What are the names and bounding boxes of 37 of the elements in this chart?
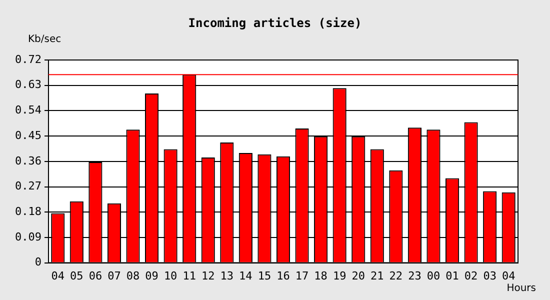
x-tick-label: 22 xyxy=(389,269,403,282)
x-tick-label: 18 xyxy=(314,269,328,282)
x-tick-label: 13 xyxy=(220,269,234,282)
x-tick-label: 12 xyxy=(202,269,215,282)
x-tick-label: 08 xyxy=(126,269,140,282)
x-tick-label: 17 xyxy=(295,269,309,282)
x-axis-title: Hours xyxy=(506,283,536,294)
y-tick-label: 0.09 xyxy=(14,230,42,244)
x-tick-label: 23 xyxy=(408,269,422,282)
x-tick-label: 21 xyxy=(370,269,384,282)
y-tick-label: 0.63 xyxy=(14,78,42,92)
text: 0 xyxy=(34,256,42,269)
x-tick-label: 05 xyxy=(70,269,84,282)
x-tick-label: 15 xyxy=(258,269,272,282)
x-tick-label: 19 xyxy=(332,269,346,282)
chart-title: Incoming articles (size) xyxy=(187,16,363,30)
x-tick-label: 00 xyxy=(426,269,440,282)
x-tick-label: 09 xyxy=(145,269,158,282)
x-tick-label: 02 xyxy=(464,269,478,282)
y-tick-label: 0.18 xyxy=(14,204,42,218)
x-tick-label: 03 xyxy=(483,269,496,282)
y-tick-label: 0.27 xyxy=(14,180,42,193)
x-tick-label: 07 xyxy=(108,269,121,282)
x-tick-label: 11 xyxy=(182,269,196,282)
x-tick-label: 04 xyxy=(502,269,516,282)
x-tick-label: 10 xyxy=(164,269,178,282)
x-tick-label: 14 xyxy=(239,269,253,282)
x-tick-label: 16 xyxy=(276,269,290,282)
x-tick-label: 20 xyxy=(352,269,365,282)
x-tick-label: 04 xyxy=(51,269,65,282)
y-tick-label: 0.45 xyxy=(14,128,42,142)
y-tick-label: 0.36 xyxy=(14,154,42,168)
x-tick-label: 06 xyxy=(88,269,102,282)
x-tick-label: 01 xyxy=(446,269,459,282)
y-tick-label: 0.54 xyxy=(14,104,42,117)
y-tick-label: 0.72 xyxy=(14,52,42,66)
y-axis-title: Kb/sec xyxy=(28,34,62,45)
